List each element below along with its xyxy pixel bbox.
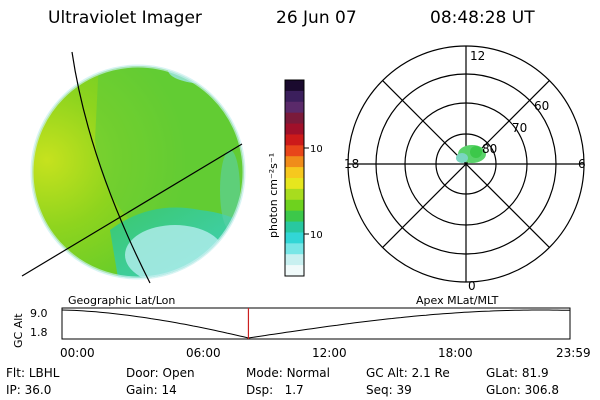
- altitude-curve: [61, 309, 570, 339]
- geographic-label: Geographic Lat/Lon: [68, 294, 176, 307]
- color-bar-swatch: [285, 112, 304, 125]
- polar-plot: 12 18 6 0 60 70 80: [344, 45, 586, 293]
- uv-earth-image: [21, 51, 246, 284]
- color-bar-swatch: [285, 243, 304, 255]
- color-bar-tick-100: 100: [310, 144, 322, 155]
- altitude-timeline: [61, 307, 571, 340]
- color-bar-swatch: [285, 101, 304, 114]
- status-gc-alt: GC Alt: 2.1 Re: [366, 366, 450, 380]
- mlt-label-18: 18: [344, 157, 359, 171]
- status-seq: Seq: 39: [366, 383, 412, 397]
- color-bar-swatch: [285, 232, 304, 244]
- status-flt: Flt: LBHL: [6, 366, 60, 380]
- timeline-xtick-1: 06:00: [186, 346, 221, 360]
- color-bar-swatch: [285, 90, 304, 103]
- apex-label: Apex MLat/MLT: [416, 294, 499, 307]
- color-bar-tick-10: 10: [310, 230, 322, 241]
- polar-auroral-patch: [456, 145, 486, 163]
- color-bar-swatch: [285, 265, 304, 277]
- status-glon: GLon: 306.8: [486, 383, 559, 397]
- color-bar-swatch: [285, 145, 304, 157]
- timeline-ytick-high: 9.0: [30, 307, 48, 320]
- color-bar-swatch: [285, 156, 304, 168]
- color-bar-swatch: [285, 254, 304, 266]
- color-bar-swatch: [285, 167, 304, 179]
- timeline-xtick-3: 18:00: [438, 346, 473, 360]
- status-glat: GLat: 81.9: [486, 366, 549, 380]
- timeline-xtick-4: 23:59: [556, 346, 591, 360]
- status-dsp: Dsp: 1.7: [246, 383, 304, 397]
- color-bar-swatch: [285, 210, 304, 223]
- color-bar-swatch: [285, 123, 304, 135]
- lat-label-60: 60: [534, 99, 549, 113]
- lat-label-80: 80: [482, 142, 497, 156]
- earth-disk: [32, 66, 244, 278]
- status-door: Door: Open: [126, 366, 195, 380]
- color-bar-swatch: [285, 188, 304, 201]
- mlt-label-0: 0: [468, 279, 476, 293]
- color-bar-swatch: [285, 221, 304, 233]
- color-bar-unit-label: photon cm⁻²s⁻¹: [267, 153, 280, 238]
- date-label: 26 Jun 07: [276, 8, 357, 28]
- color-bar-swatch: [285, 178, 304, 190]
- terminator-line: [21, 143, 243, 277]
- status-mode: Mode: Normal: [246, 366, 330, 380]
- time-label: 08:48:28 UT: [430, 8, 535, 28]
- color-bar-swatches: [285, 80, 304, 277]
- status-gain: Gain: 14: [126, 383, 177, 397]
- mlt-label-12: 12: [470, 49, 485, 63]
- color-bar-swatch: [285, 80, 304, 92]
- meridian-line: [71, 51, 151, 284]
- timeline-axis-title: GC Alt: [12, 313, 25, 348]
- color-bar-swatch: [285, 134, 304, 146]
- color-bar: 100 10 photon cm⁻²s⁻¹: [267, 79, 322, 277]
- timeline-xtick-2: 12:00: [312, 346, 347, 360]
- instrument-title: Ultraviolet Imager: [48, 8, 202, 28]
- lat-label-70: 70: [512, 121, 527, 135]
- color-bar-swatch: [285, 199, 304, 212]
- timeline-xtick-0: 00:00: [60, 346, 95, 360]
- timeline-ytick-low: 1.8: [30, 326, 48, 339]
- status-ip: IP: 36.0: [6, 383, 52, 397]
- mlt-label-6: 6: [578, 157, 586, 171]
